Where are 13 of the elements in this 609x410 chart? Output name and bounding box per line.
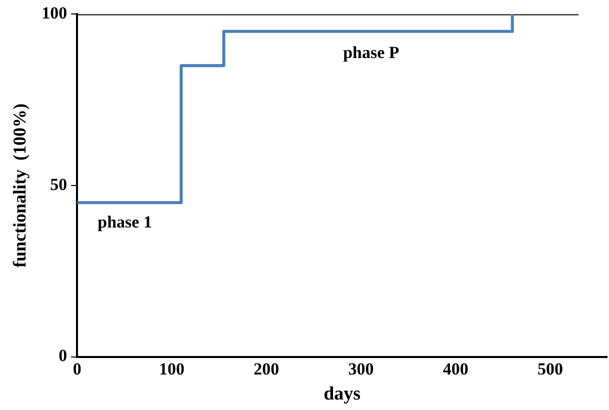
x-tick-label: 0 (72, 359, 82, 378)
y-tick-label: 0 (58, 346, 68, 366)
x-tick-label: 500 (537, 359, 563, 378)
annotation: phase P (343, 42, 400, 62)
x-tick-label: 100 (158, 359, 184, 378)
x-tick-label: 400 (442, 359, 468, 378)
x-tick-label: 300 (348, 359, 374, 378)
x-tick-label: 200 (254, 359, 280, 378)
annotation: phase 1 (98, 212, 152, 232)
y-axis-title: functionality (100%) (9, 104, 30, 268)
x-axis-title: days (324, 384, 361, 405)
y-tick-label: 50 (50, 174, 68, 194)
y-tick-label: 100 (42, 4, 68, 23)
